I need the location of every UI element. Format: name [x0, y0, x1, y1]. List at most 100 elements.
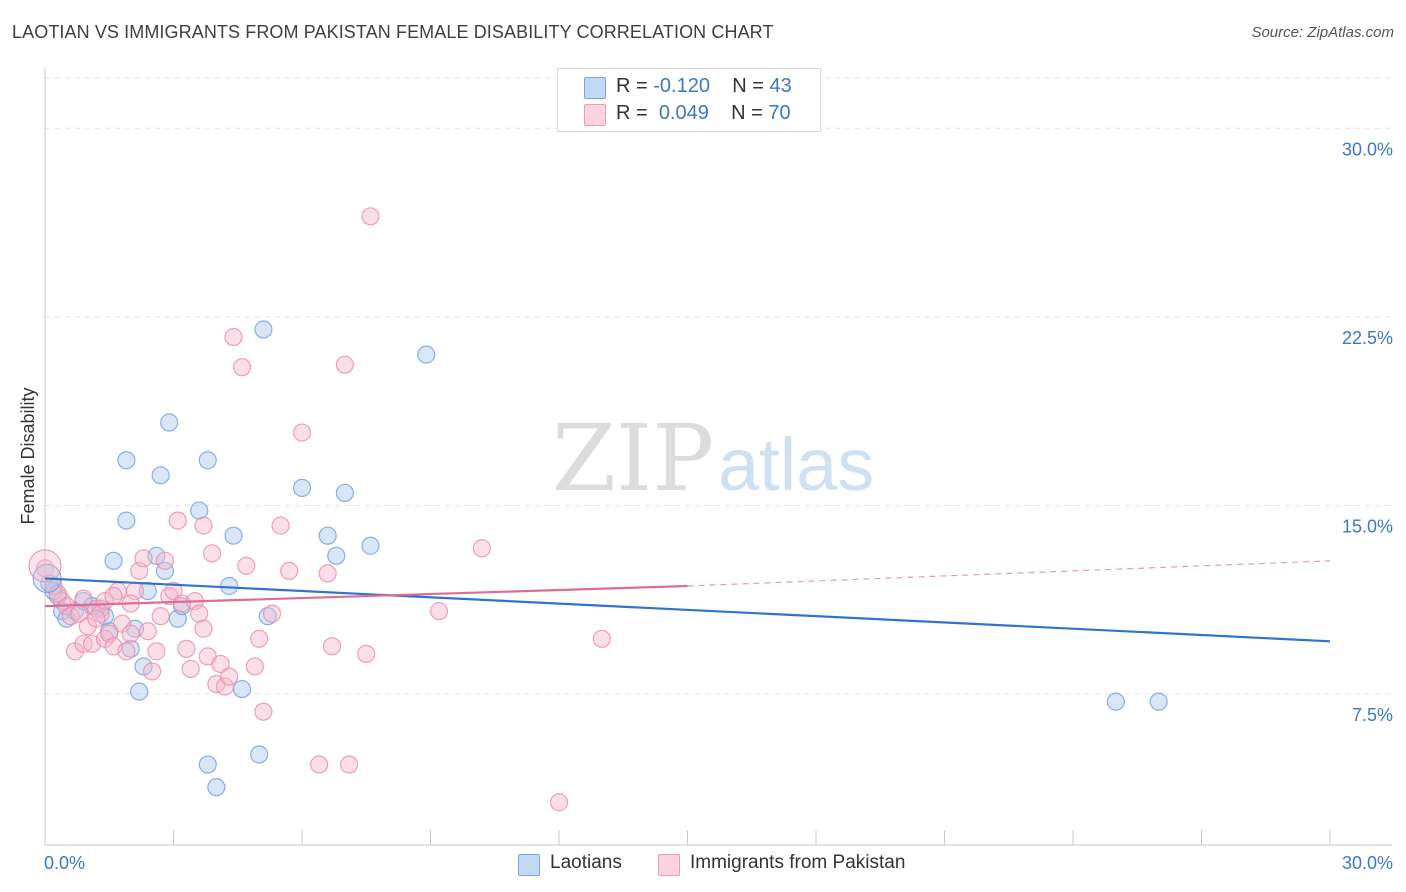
- point-pakistan: [322, 637, 342, 656]
- point-pakistan: [48, 584, 67, 603]
- point-laotians: [232, 679, 252, 699]
- point-laotians: [1106, 692, 1125, 711]
- point-pakistan: [74, 589, 93, 608]
- point-pakistan: [121, 624, 140, 643]
- source-label: Source: ZipAtlas.com: [1251, 24, 1394, 41]
- point-laotians: [207, 778, 226, 797]
- point-pakistan: [232, 358, 252, 377]
- point-laotians: [327, 546, 346, 565]
- data-points: [28, 207, 1168, 812]
- r-label: R =: [616, 102, 654, 124]
- point-laotians: [220, 576, 239, 596]
- point-laotians: [134, 657, 153, 676]
- point-pakistan: [592, 629, 611, 648]
- point-pakistan: [250, 629, 269, 648]
- point-pakistan: [245, 657, 264, 676]
- point-pakistan: [335, 355, 354, 374]
- trend-line-pakistan-extension: [687, 560, 1331, 587]
- point-laotians: [155, 561, 175, 580]
- point-pakistan: [254, 702, 273, 721]
- point-laotians: [318, 526, 337, 545]
- axes: [44, 68, 1392, 846]
- point-pakistan: [142, 662, 162, 681]
- n-value-laotians: 43: [769, 75, 792, 97]
- point-laotians: [361, 536, 380, 555]
- point-laotians: [224, 526, 243, 545]
- point-laotians: [198, 755, 217, 774]
- point-pakistan: [28, 549, 62, 583]
- point-pakistan: [262, 604, 282, 623]
- legend-swatch-laotians: [584, 77, 606, 99]
- y-tick-label: 30.0%: [1342, 139, 1393, 159]
- point-laotians: [104, 551, 123, 570]
- n-label: N =: [732, 75, 770, 97]
- point-laotians: [1149, 692, 1168, 711]
- correlation-legend: R = -0.120 N = 43 R = 0.049 N = 70: [557, 68, 821, 132]
- trend-line-laotians: [44, 577, 1331, 643]
- legend-swatch-pakistan: [584, 104, 606, 126]
- y-tick-label: 15.0%: [1342, 517, 1393, 537]
- point-pakistan: [340, 755, 359, 774]
- series-legend: Laotians Immigrants from Pakistan: [0, 852, 1406, 878]
- point-pakistan: [87, 609, 106, 628]
- point-laotians: [250, 745, 269, 764]
- point-pakistan: [181, 659, 200, 679]
- tick-labels: 7.5% 15.0% 22.5% 30.0% 0.0% 30.0%: [44, 139, 1393, 873]
- point-laotians: [130, 682, 149, 701]
- r-label: R =: [616, 75, 654, 97]
- point-pakistan: [357, 644, 376, 663]
- point-laotians: [254, 320, 273, 339]
- point-laotians: [117, 451, 136, 470]
- point-pakistan: [151, 607, 170, 626]
- legend-label-pakistan: Immigrants from Pakistan: [690, 852, 906, 873]
- n-value-pakistan: 70: [768, 102, 791, 124]
- point-pakistan: [138, 622, 157, 641]
- point-pakistan: [237, 556, 256, 575]
- point-pakistan: [271, 516, 290, 535]
- point-pakistan: [117, 642, 136, 661]
- point-pakistan: [224, 327, 243, 347]
- legend-swatch-pakistan: [658, 854, 680, 876]
- point-pakistan: [147, 642, 166, 661]
- point-pakistan: [104, 586, 123, 606]
- point-pakistan: [215, 677, 234, 696]
- point-pakistan: [194, 619, 213, 638]
- point-pakistan: [472, 539, 491, 558]
- point-laotians: [117, 511, 136, 530]
- n-label: N =: [731, 102, 769, 124]
- watermark-zip: ZIP: [552, 405, 714, 512]
- point-pakistan: [194, 516, 213, 535]
- point-laotians: [151, 466, 170, 485]
- x-tick-label: 30.0%: [1342, 853, 1393, 873]
- point-pakistan: [168, 511, 187, 530]
- point-laotians: [292, 478, 312, 498]
- trend-lines: [44, 560, 1331, 643]
- point-pakistan: [164, 581, 183, 601]
- watermark-atlas: atlas: [718, 423, 874, 506]
- point-laotians: [417, 345, 436, 364]
- point-pakistan: [549, 793, 569, 812]
- grid-lines: [45, 77, 1392, 695]
- chart-title: LAOTIAN VS IMMIGRANTS FROM PAKISTAN FEMA…: [12, 22, 774, 42]
- point-laotians: [198, 451, 217, 470]
- r-value-pakistan: 0.049: [658, 102, 709, 124]
- point-pakistan: [310, 755, 329, 774]
- y-tick-label: 22.5%: [1342, 328, 1393, 348]
- point-pakistan: [190, 604, 209, 623]
- point-pakistan: [429, 602, 449, 621]
- trend-line-pakistan: [44, 584, 688, 608]
- point-laotians: [190, 501, 209, 520]
- point-pakistan: [155, 551, 175, 570]
- x-tick-label: 0.0%: [44, 853, 85, 873]
- point-pakistan: [177, 639, 196, 658]
- legend-swatch-laotians: [518, 854, 540, 876]
- point-pakistan: [211, 654, 230, 674]
- legend-label-laotians: Laotians: [550, 852, 622, 873]
- point-pakistan: [134, 549, 153, 568]
- point-pakistan: [202, 544, 222, 563]
- r-value-laotians: -0.120: [653, 75, 710, 97]
- point-pakistan: [220, 667, 239, 686]
- point-pakistan: [361, 207, 380, 226]
- y-axis-label: Female Disability: [18, 387, 38, 524]
